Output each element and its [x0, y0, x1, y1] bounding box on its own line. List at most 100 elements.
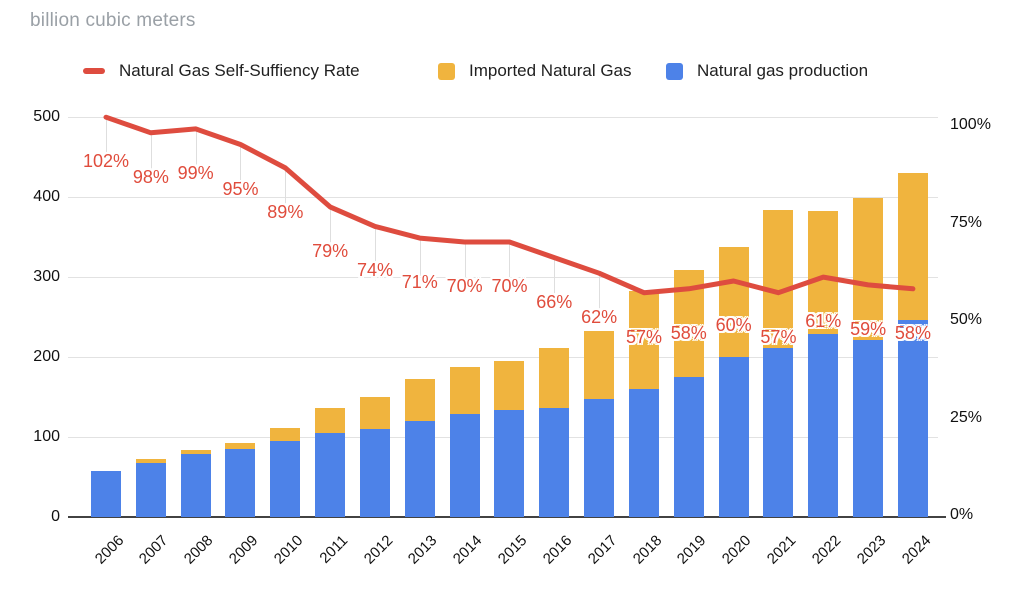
bar-imported-2008 — [180, 449, 211, 454]
legend-item-self-sufficiency-rate: Natural Gas Self-Suffiency Rate — [83, 58, 360, 84]
line-point-stub-2008 — [195, 130, 197, 167]
rate-label-2019: 58% — [670, 322, 707, 343]
right-axis-tick-25pct: 25% — [950, 408, 983, 426]
right-axis-tick-75pct: 75% — [950, 213, 983, 231]
x-axis-label-2023: 2023 — [853, 532, 890, 568]
line-point-stub-2006 — [106, 119, 107, 156]
rate-label-2011: 79% — [312, 240, 349, 261]
line-point-stub-2012 — [374, 228, 376, 265]
x-axis-label-2007: 2007 — [136, 532, 172, 568]
line-point-stub-2011 — [330, 208, 332, 245]
bar-production-2015 — [494, 409, 525, 517]
line-point-stub-2015 — [509, 244, 511, 280]
legend-item-imported-gas: Imported Natural Gas — [438, 58, 632, 84]
bar-production-2010 — [270, 441, 301, 517]
x-axis-label-2012: 2012 — [360, 532, 397, 568]
rate-label-2010: 89% — [267, 201, 304, 222]
bar-production-2008 — [180, 453, 211, 517]
bar-production-2019 — [673, 377, 704, 517]
bar-production-2009 — [225, 449, 256, 517]
gridline-500 — [68, 116, 938, 118]
bar-imported-2018 — [628, 290, 659, 389]
bar-imported-2015 — [494, 361, 525, 410]
imported-gas-swatch-icon — [438, 62, 455, 80]
x-axis-label-2009: 2009 — [225, 532, 262, 568]
x-axis-label-2013: 2013 — [405, 532, 441, 568]
line-point-stub-2010 — [285, 169, 287, 206]
gridline-200 — [68, 356, 938, 358]
legend-label: Imported Natural Gas — [469, 61, 632, 80]
bar-imported-2012 — [359, 397, 390, 429]
line-point-stub-2014 — [464, 244, 466, 280]
bar-imported-2011 — [315, 408, 346, 433]
left-axis-tick-100: 100 — [33, 428, 60, 445]
x-axis-label-2018: 2018 — [629, 532, 665, 568]
line-point-stub-2013 — [419, 240, 421, 277]
bar-imported-2009 — [225, 442, 256, 449]
bar-production-2018 — [628, 389, 659, 517]
x-axis-label-2021: 2021 — [763, 532, 800, 568]
bar-imported-2016 — [539, 348, 570, 409]
line-point-stub-2017 — [599, 275, 601, 312]
legend-label: Natural gas production — [697, 61, 869, 80]
bar-production-2017 — [584, 399, 615, 517]
x-axis-label-2010: 2010 — [270, 532, 307, 568]
right-axis-tick-100pct: 100% — [950, 116, 991, 133]
line-series-swatch-icon — [83, 68, 105, 74]
legend-item-gas-production: Natural gas production — [666, 58, 868, 84]
left-axis-tick-0: 0 — [51, 508, 60, 525]
bar-production-2007 — [135, 462, 166, 517]
x-axis-label-2006: 2006 — [91, 532, 128, 568]
bar-imported-2010 — [270, 428, 301, 441]
rate-label-2024: 58% — [894, 322, 931, 343]
bar-production-2011 — [315, 433, 346, 517]
bar-production-2023 — [853, 340, 884, 517]
x-axis-line — [68, 516, 946, 518]
chart-title: billion cubic meters — [30, 10, 196, 31]
right-axis-tick-0pct: 0% — [950, 506, 974, 523]
left-axis-tick-200: 200 — [33, 348, 60, 365]
rate-label-2021: 57% — [760, 326, 797, 347]
bar-imported-2014 — [449, 367, 480, 414]
line-point-stub-2007 — [150, 134, 152, 171]
bar-production-2014 — [449, 413, 480, 517]
x-axis-label-2020: 2020 — [719, 532, 755, 568]
x-axis-label-2024: 2024 — [898, 532, 934, 568]
gridline-400 — [68, 196, 938, 198]
rate-label-2022: 61% — [805, 311, 842, 332]
x-axis-label-2014: 2014 — [450, 532, 486, 568]
x-axis-label-2019: 2019 — [674, 532, 710, 568]
right-axis-tick-50pct: 50% — [950, 311, 983, 328]
bar-production-2020 — [718, 357, 749, 517]
bar-imported-2013 — [404, 379, 435, 421]
bar-production-2006 — [91, 470, 121, 517]
chart-legend: Natural Gas Self-Suffiency Rate Imported… — [0, 58, 1024, 84]
line-point-stub-2016 — [554, 259, 556, 296]
bar-production-2012 — [359, 429, 390, 517]
x-axis-label-2008: 2008 — [181, 532, 217, 568]
x-axis-label-2017: 2017 — [584, 532, 621, 568]
rate-label-2016: 66% — [536, 291, 573, 312]
bar-production-2016 — [539, 408, 570, 517]
bar-imported-2017 — [584, 330, 615, 400]
legend-label: Natural Gas Self-Suffiency Rate — [119, 61, 360, 80]
bar-production-2022 — [808, 333, 839, 517]
bar-imported-2020 — [718, 246, 749, 357]
rate-label-2020: 60% — [715, 315, 752, 335]
line-point-stub-2009 — [240, 146, 242, 183]
bar-imported-2024 — [897, 173, 928, 321]
rate-label-2018: 57% — [625, 326, 662, 347]
bar-production-2021 — [763, 348, 794, 517]
x-axis-label-2016: 2016 — [539, 532, 576, 568]
left-axis-tick-500: 500 — [33, 108, 60, 125]
x-axis-label-2015: 2015 — [494, 532, 531, 568]
bar-production-2013 — [404, 421, 435, 517]
x-axis-label-2022: 2022 — [808, 532, 845, 568]
bar-imported-2007 — [135, 459, 166, 463]
gas-production-swatch-icon — [666, 62, 683, 80]
left-axis-tick-400: 400 — [33, 188, 60, 205]
left-axis-tick-300: 300 — [33, 268, 60, 285]
bar-production-2024 — [897, 320, 928, 517]
rate-label-2023: 59% — [850, 318, 887, 339]
